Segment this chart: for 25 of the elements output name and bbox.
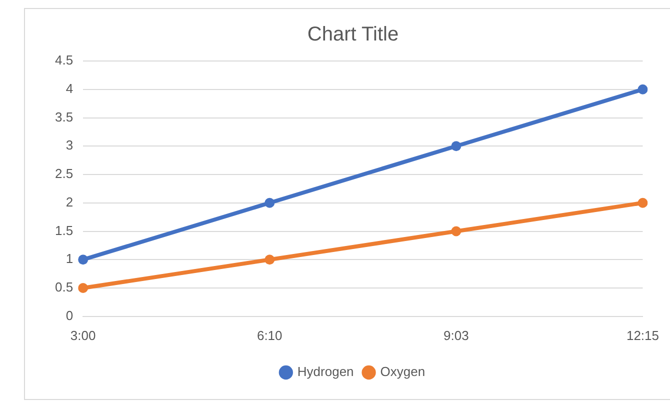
x-tick-label: 9:03 [444,328,469,343]
legend-label: Hydrogen [297,364,354,380]
legend-label: Oxygen [380,364,426,380]
point [264,198,275,208]
point [451,226,462,236]
point [78,283,88,294]
point [451,141,462,152]
y-tick-label: 1.5 [54,222,74,238]
y-tick-label: 3.5 [54,109,74,124]
y-tick-label: 2 [66,194,74,210]
y-tick-label: 4.5 [54,52,74,68]
x-tick-label: 12:15 [626,328,660,343]
y-tick-label: 0.5 [54,280,74,295]
point [78,254,88,265]
x-tick-label: 6:10 [256,328,282,343]
y-tick-label: 4 [66,80,74,96]
y-tick-label: 0 [66,308,74,323]
chart-title: Chart Title [307,24,399,46]
x-tick-label: 3:00 [70,328,96,343]
point [638,84,648,94]
point [264,254,275,265]
y-tick-label: 2.5 [54,166,74,182]
y-tick-label: 3 [66,138,74,153]
y-tick-label: 1 [66,251,74,266]
point [638,198,648,208]
